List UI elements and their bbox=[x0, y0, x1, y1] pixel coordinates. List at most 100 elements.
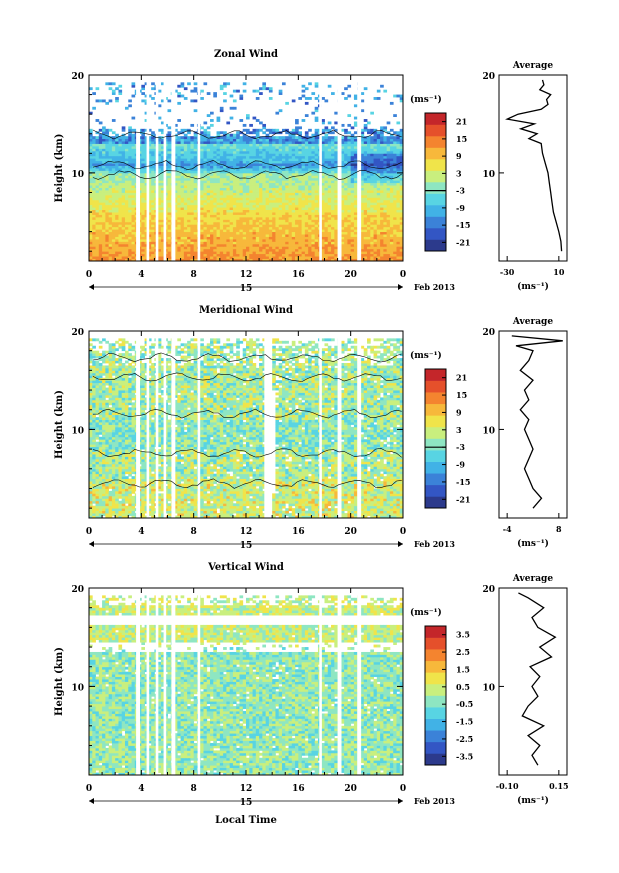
heatmap-cell bbox=[380, 207, 384, 211]
heatmap-cell bbox=[311, 202, 316, 206]
heatmap-cell bbox=[265, 138, 270, 142]
heatmap-cell bbox=[115, 194, 119, 198]
heatmap-cell bbox=[190, 192, 195, 196]
heatmap-cell bbox=[232, 212, 237, 215]
heatmap-cell bbox=[252, 143, 257, 147]
heatmap-cell bbox=[367, 226, 371, 230]
heatmap-cell bbox=[219, 204, 224, 208]
heatmap-cell bbox=[281, 236, 286, 240]
heatmap-cell bbox=[399, 187, 404, 191]
heatmap-cell bbox=[399, 248, 404, 252]
heatmap-cell bbox=[340, 241, 345, 245]
heatmap-cell bbox=[108, 256, 113, 259]
heatmap-cell bbox=[252, 202, 257, 206]
heatmap-cell bbox=[308, 219, 312, 223]
heatmap-cell bbox=[246, 136, 250, 140]
heatmap-cell bbox=[331, 150, 335, 154]
heatmap-cell bbox=[111, 190, 116, 193]
heatmap-cell bbox=[344, 224, 348, 228]
heatmap-cell bbox=[219, 199, 224, 203]
heatmap-cell bbox=[95, 145, 100, 149]
heatmap-cell bbox=[259, 248, 263, 252]
heatmap-cell bbox=[187, 258, 191, 262]
heatmap-cell bbox=[360, 199, 365, 203]
heatmap-cell bbox=[213, 251, 217, 255]
heatmap-cell bbox=[174, 209, 178, 213]
heatmap-cell bbox=[399, 214, 404, 218]
heatmap-cell bbox=[223, 163, 227, 166]
heatmap-cell bbox=[95, 136, 100, 140]
heatmap-cell bbox=[151, 141, 155, 144]
heatmap-cell bbox=[193, 163, 198, 166]
heatmap-cell bbox=[200, 226, 204, 230]
heatmap-cell bbox=[308, 231, 312, 235]
heatmap-cell bbox=[108, 204, 113, 208]
heatmap-cell bbox=[144, 192, 149, 196]
heatmap-cell bbox=[226, 148, 231, 152]
heatmap-cell bbox=[314, 138, 319, 142]
heatmap-cell bbox=[380, 199, 384, 203]
heatmap-cell bbox=[102, 150, 106, 154]
heatmap-cell bbox=[363, 229, 368, 233]
heatmap-cell bbox=[288, 226, 293, 230]
heatmap-cell bbox=[236, 187, 240, 191]
heatmap-cell bbox=[370, 180, 374, 184]
heatmap-cell bbox=[89, 158, 93, 162]
heatmap-cell bbox=[115, 150, 119, 154]
heatmap-cell bbox=[334, 153, 338, 157]
heatmap-cell bbox=[331, 209, 335, 213]
heatmap-cell bbox=[115, 163, 119, 166]
heatmap-cell bbox=[370, 234, 374, 237]
heatmap-cell bbox=[160, 165, 165, 169]
heatmap-cell bbox=[259, 246, 263, 250]
heatmap-cell bbox=[331, 143, 335, 147]
heatmap-cell bbox=[268, 177, 273, 181]
heatmap-cell bbox=[174, 143, 178, 147]
heatmap-cell bbox=[275, 141, 280, 144]
heatmap-cell bbox=[177, 251, 181, 255]
heatmap-cell bbox=[174, 234, 178, 237]
heatmap-cell bbox=[347, 197, 352, 201]
heatmap-cell bbox=[311, 150, 316, 154]
heatmap-cell bbox=[118, 221, 123, 225]
heatmap-cell bbox=[340, 199, 345, 203]
heatmap-cell bbox=[334, 243, 338, 247]
heatmap-cell bbox=[111, 243, 116, 247]
heatmap-cell bbox=[124, 148, 129, 152]
heatmap-cell bbox=[177, 243, 181, 247]
heatmap-cell bbox=[89, 224, 93, 228]
heatmap-cell bbox=[108, 199, 113, 203]
heatmap-cell bbox=[363, 248, 368, 252]
heatmap-cell bbox=[344, 170, 348, 174]
heatmap-cell bbox=[383, 207, 388, 211]
heatmap-cell bbox=[210, 185, 214, 188]
heatmap-cell bbox=[259, 243, 263, 247]
heatmap-cell bbox=[367, 248, 371, 252]
heatmap-cell bbox=[353, 168, 358, 171]
heatmap-cell bbox=[301, 141, 306, 144]
heatmap-cell bbox=[272, 165, 276, 169]
heatmap-cell bbox=[246, 197, 250, 201]
heatmap-cell bbox=[223, 243, 227, 247]
heatmap-cell bbox=[393, 212, 397, 215]
heatmap-cell bbox=[334, 150, 338, 154]
heatmap-cell bbox=[376, 133, 381, 137]
heatmap-cell bbox=[206, 204, 211, 208]
heatmap-cell bbox=[226, 177, 231, 181]
heatmap-cell bbox=[344, 138, 348, 142]
heatmap-cell bbox=[147, 256, 152, 259]
heatmap-cell bbox=[314, 185, 319, 188]
heatmap-cell bbox=[353, 136, 358, 140]
heatmap-cell bbox=[226, 141, 231, 144]
heatmap-cell bbox=[102, 238, 106, 242]
heatmap-cell bbox=[272, 136, 276, 140]
heatmap-cell bbox=[373, 251, 378, 255]
heatmap-cell bbox=[255, 216, 260, 220]
heatmap-cell bbox=[327, 258, 332, 262]
heatmap-cell bbox=[124, 212, 129, 215]
heatmap-cell bbox=[298, 224, 302, 228]
heatmap-cell bbox=[210, 180, 214, 184]
heatmap-cell bbox=[340, 194, 345, 198]
heatmap-cell bbox=[340, 192, 345, 196]
heatmap-cell bbox=[219, 226, 224, 230]
